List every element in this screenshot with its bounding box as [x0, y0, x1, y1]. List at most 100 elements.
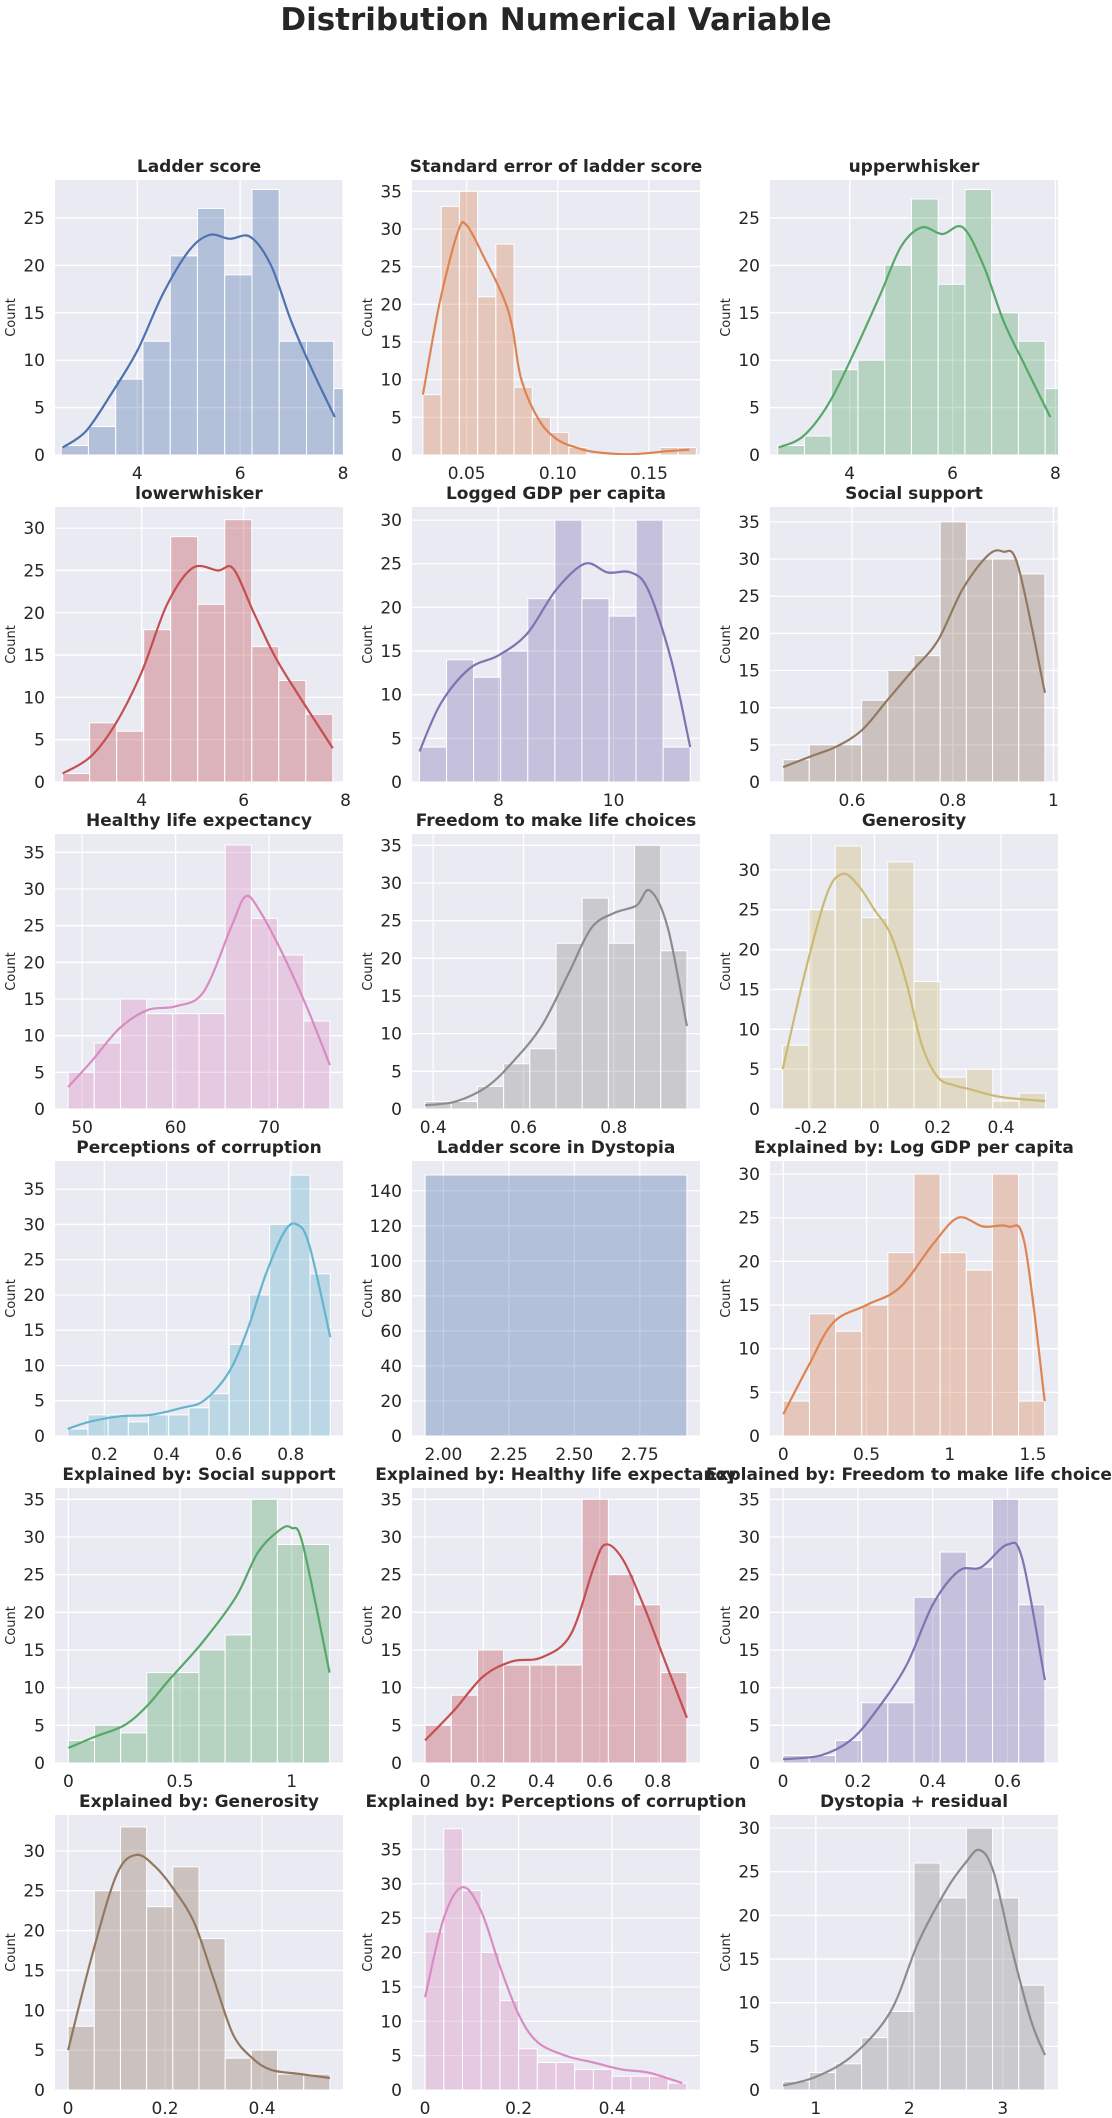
histogram-bar	[834, 1739, 863, 1763]
y-tick-label: 20	[380, 1603, 402, 1623]
y-tick-label: 10	[23, 1679, 45, 1699]
histogram-panel: 0 0.2 0.4 0 5 10 15 20 25 30 Count Explained by: Ge…	[4, 1792, 343, 2118]
y-tick-label: 30	[380, 1875, 402, 1895]
x-tick-label: 0.2	[152, 2099, 179, 2118]
y-tick-label: 15	[738, 1950, 760, 1970]
histogram-bar	[913, 980, 941, 1109]
histogram-bar	[120, 1732, 148, 1763]
histogram-bar	[62, 773, 91, 782]
histogram-bar	[991, 312, 1019, 455]
y-tick-label: 80	[380, 1287, 402, 1307]
y-tick-label: 0	[34, 773, 45, 793]
y-tick-label: 5	[749, 736, 760, 756]
x-tick-label: 0.5	[166, 1772, 193, 1792]
histogram-bar	[276, 1544, 304, 1763]
histogram-bar	[991, 1173, 1020, 1436]
histogram-bar	[857, 359, 886, 455]
y-tick-label: 10	[738, 1340, 760, 1360]
x-tick-label: 1	[810, 2099, 821, 2118]
y-axis-label: Count	[4, 1606, 19, 1645]
y-tick-label: 15	[380, 1641, 402, 1661]
plot-background	[770, 180, 1058, 455]
histogram-bar	[887, 1702, 915, 1763]
y-tick-label: 20	[738, 1906, 760, 1926]
histogram-bar	[169, 255, 198, 455]
histogram-bar	[884, 264, 912, 455]
x-tick-label: 2	[904, 2099, 915, 2118]
histogram-bar	[146, 1672, 174, 1763]
histogram-bar	[443, 1828, 463, 2090]
histogram-bar	[305, 340, 335, 455]
histogram-bar	[250, 917, 279, 1109]
histogram-bar	[913, 1596, 941, 1763]
histogram-bar	[168, 1414, 190, 1436]
histogram-bar	[607, 1574, 636, 1763]
bars	[782, 1173, 1046, 1436]
bars	[782, 845, 1046, 1109]
y-axis-label: Count	[719, 1606, 734, 1645]
histogram-bar	[198, 1013, 226, 1109]
y-tick-label: 25	[23, 1882, 45, 1902]
chart-title: lowerwhisker	[135, 484, 263, 504]
histogram-bar	[500, 650, 529, 782]
y-tick-label: 15	[738, 1296, 760, 1316]
x-tick-label: 0.4	[528, 1772, 555, 1792]
histogram-bar	[503, 1063, 531, 1109]
histogram-panel: 0 0.5 1 1.5 0 5 10 15 20 25 30 Count Explained by: L…	[719, 1138, 1074, 1465]
x-tick-label: 0.4	[420, 1118, 447, 1138]
y-tick-label: 25	[23, 561, 45, 581]
histogram-bar	[887, 2010, 915, 2090]
y-tick-label: 20	[23, 604, 45, 624]
bars	[424, 1498, 688, 1763]
plot-background	[412, 1161, 700, 1436]
histogram-bar	[913, 1862, 941, 2090]
chart-title: Standard error of ladder score	[410, 157, 703, 177]
histogram-bar	[1018, 1604, 1046, 1763]
x-tick-label: 1	[944, 1445, 955, 1465]
histogram-bar	[887, 861, 915, 1109]
chart-title: Dystopia + residual	[820, 1792, 1008, 1812]
bars	[422, 190, 697, 455]
histogram-bar	[834, 2063, 863, 2090]
x-tick-label: 0	[63, 2099, 74, 2118]
y-tick-label: 0	[34, 2081, 45, 2101]
y-tick-label: 10	[23, 2001, 45, 2021]
x-tick-label: 70	[258, 1118, 280, 1138]
y-tick-label: 0	[34, 1754, 45, 1774]
histogram-bar	[224, 1634, 252, 1763]
histogram-bar	[808, 744, 836, 782]
histogram-bar	[782, 1044, 810, 1109]
x-tick-label: 0.2	[844, 1772, 871, 1792]
y-tick-label: 25	[380, 1566, 402, 1586]
y-tick-label: 20	[738, 256, 760, 276]
histogram-bar	[581, 897, 609, 1109]
x-tick-label: 0.6	[994, 1772, 1021, 1792]
y-tick-label: 15	[23, 1321, 45, 1341]
chart-title: Explained by: Healthy life expectancy	[375, 1465, 736, 1485]
chart-title: Social support	[845, 484, 983, 504]
histogram-bar	[529, 1048, 557, 1109]
y-tick-label: 15	[380, 987, 402, 1007]
histogram-bar	[224, 274, 253, 455]
histogram-bar	[143, 629, 172, 782]
y-tick-label: 35	[23, 843, 45, 863]
y-tick-label: 15	[23, 646, 45, 666]
kde-line	[782, 1541, 1046, 1761]
y-axis-label: Count	[361, 298, 376, 337]
y-tick-label: 15	[738, 662, 760, 682]
y-tick-label: 15	[738, 1641, 760, 1661]
y-axis-label: Count	[719, 952, 734, 991]
y-tick-label: 5	[749, 399, 760, 419]
y-tick-label: 25	[738, 209, 760, 229]
histogram-panel: 0 0.2 0.4 0.6 0.8 0 5 10 15 20 25 30 35 Count Explaine…	[361, 1465, 737, 1792]
plot-background	[55, 180, 343, 455]
x-tick-label: 1	[286, 1772, 297, 1792]
histogram-panel: 8 10 0 5 10 15 20 25 30 Count Logged GDP per capit…	[361, 484, 700, 811]
y-tick-label: 30	[380, 1528, 402, 1548]
y-tick-label: 15	[23, 1961, 45, 1981]
histogram-bar	[834, 744, 863, 782]
y-tick-label: 15	[380, 333, 402, 353]
y-tick-label: 0	[749, 446, 760, 466]
